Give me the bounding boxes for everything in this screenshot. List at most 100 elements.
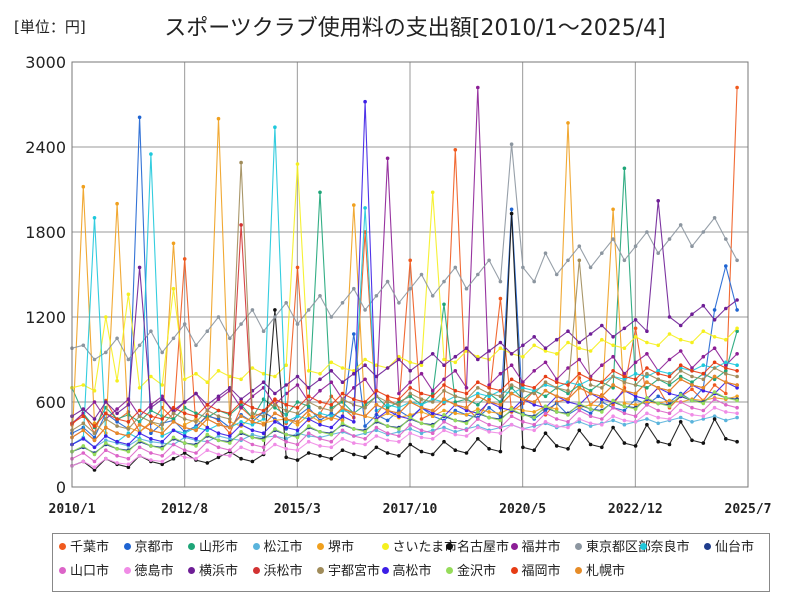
data-point bbox=[690, 366, 694, 370]
data-point bbox=[588, 349, 593, 353]
data-point bbox=[340, 397, 345, 402]
data-point bbox=[228, 434, 232, 438]
data-point bbox=[487, 400, 491, 404]
legend-label: 松江市 bbox=[263, 540, 303, 555]
data-point bbox=[678, 400, 683, 404]
data-point bbox=[442, 279, 446, 284]
data-point bbox=[250, 428, 255, 433]
legend-marker bbox=[188, 567, 195, 574]
legend-label: 金沢市 bbox=[457, 564, 497, 579]
data-point bbox=[419, 360, 424, 365]
data-point bbox=[374, 374, 379, 379]
data-point bbox=[701, 371, 706, 376]
data-point bbox=[543, 404, 548, 409]
data-point bbox=[115, 379, 119, 383]
data-point bbox=[397, 403, 401, 407]
data-point bbox=[611, 425, 615, 430]
data-point bbox=[374, 445, 379, 450]
data-point bbox=[566, 397, 570, 402]
data-point bbox=[137, 386, 142, 390]
data-point bbox=[690, 405, 694, 410]
data-point bbox=[194, 343, 198, 348]
data-point bbox=[363, 455, 367, 460]
data-point bbox=[363, 424, 367, 428]
data-point bbox=[476, 403, 480, 407]
data-point bbox=[577, 417, 582, 421]
data-point bbox=[149, 451, 153, 455]
data-point bbox=[385, 156, 390, 161]
data-point bbox=[633, 407, 638, 411]
data-point bbox=[182, 400, 187, 404]
data-point bbox=[194, 420, 198, 424]
data-point bbox=[419, 363, 424, 368]
data-point bbox=[239, 422, 243, 427]
data-point bbox=[498, 394, 503, 399]
data-point bbox=[329, 432, 334, 437]
data-point bbox=[419, 403, 424, 407]
data-point bbox=[306, 386, 311, 390]
data-point bbox=[532, 369, 536, 373]
data-point bbox=[600, 394, 604, 399]
data-point bbox=[205, 408, 210, 413]
data-point bbox=[419, 405, 424, 410]
data-point bbox=[171, 286, 176, 291]
data-point bbox=[228, 336, 232, 341]
data-point bbox=[464, 391, 469, 396]
data-point bbox=[487, 447, 491, 451]
data-point bbox=[352, 397, 356, 402]
series-line bbox=[71, 398, 738, 463]
data-point bbox=[600, 445, 604, 450]
legend-item: 福岡市 bbox=[510, 564, 561, 580]
data-point bbox=[656, 408, 660, 413]
data-point bbox=[667, 380, 672, 385]
data-point bbox=[205, 425, 210, 430]
data-point bbox=[318, 190, 322, 195]
data-point bbox=[430, 400, 435, 404]
data-point bbox=[261, 431, 266, 436]
data-point bbox=[453, 265, 458, 270]
data-point bbox=[566, 391, 570, 396]
data-point bbox=[408, 386, 413, 390]
data-point bbox=[149, 439, 153, 444]
y-tick-label: 0 bbox=[56, 478, 66, 497]
legend-marker bbox=[575, 543, 582, 550]
data-point bbox=[182, 422, 187, 427]
legend-item: 山形市 bbox=[188, 540, 238, 556]
data-point bbox=[498, 411, 503, 416]
data-point bbox=[318, 411, 322, 416]
data-point bbox=[588, 388, 593, 393]
data-point bbox=[329, 408, 334, 413]
data-point bbox=[509, 383, 514, 387]
data-point bbox=[137, 438, 142, 443]
data-point bbox=[340, 418, 345, 423]
data-point bbox=[340, 448, 345, 453]
legend-item: 金沢市 bbox=[446, 564, 496, 580]
data-point bbox=[712, 374, 717, 379]
data-point bbox=[521, 383, 525, 387]
data-point bbox=[250, 366, 255, 370]
legend-marker bbox=[317, 543, 324, 550]
legend-label: 宇都宮市 bbox=[328, 564, 381, 579]
data-point bbox=[115, 461, 119, 465]
data-point bbox=[408, 413, 413, 417]
data-point bbox=[205, 448, 210, 453]
data-point bbox=[430, 294, 435, 298]
data-point bbox=[419, 272, 424, 277]
data-point bbox=[261, 380, 266, 385]
data-point bbox=[633, 244, 638, 248]
data-point bbox=[588, 407, 593, 411]
data-point bbox=[363, 442, 367, 447]
data-point bbox=[724, 237, 728, 241]
data-point bbox=[532, 335, 536, 339]
data-point bbox=[724, 403, 728, 407]
data-point bbox=[126, 403, 131, 407]
data-point bbox=[194, 437, 198, 441]
legend-label: 山形市 bbox=[199, 540, 239, 555]
data-point bbox=[611, 343, 615, 348]
data-point bbox=[81, 437, 86, 441]
data-point bbox=[633, 420, 638, 424]
data-point bbox=[678, 366, 683, 370]
series-line bbox=[71, 162, 738, 434]
data-point bbox=[284, 439, 289, 444]
data-point bbox=[487, 258, 491, 263]
